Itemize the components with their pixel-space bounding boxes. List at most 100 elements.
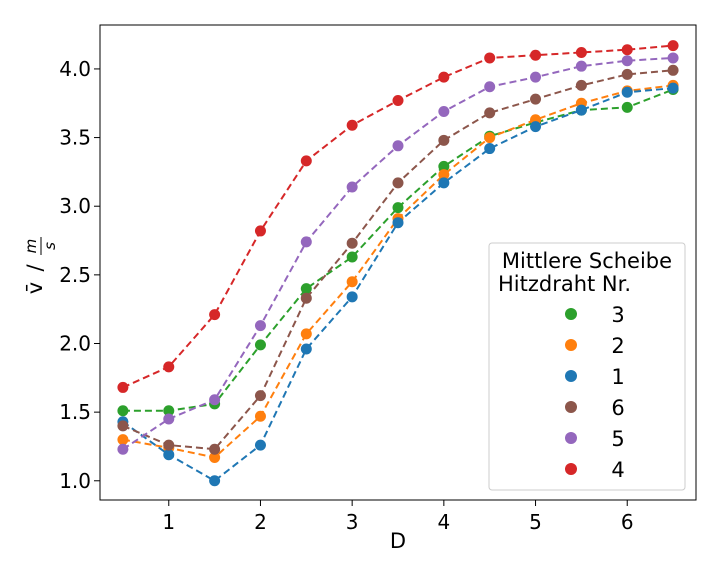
- y-tick-label: 2.5: [59, 263, 91, 287]
- data-point: [667, 40, 679, 52]
- data-point: [163, 361, 175, 373]
- y-tick-label: 2.0: [59, 331, 91, 355]
- y-axis-label: v̄ / m s: [22, 237, 59, 294]
- data-point: [392, 202, 404, 214]
- y-tick-label: 3.5: [59, 126, 91, 150]
- legend-entry: 4: [565, 458, 625, 482]
- legend-entry: 6: [565, 396, 625, 420]
- legend-entry: 5: [565, 427, 625, 451]
- data-point: [300, 292, 312, 304]
- data-point: [621, 101, 633, 113]
- x-tick-label: 4: [437, 510, 450, 534]
- data-point: [438, 71, 450, 83]
- legend-entry: 3: [565, 303, 625, 327]
- data-point: [209, 394, 221, 406]
- data-point: [575, 46, 587, 58]
- data-point: [163, 449, 175, 461]
- data-point: [484, 132, 496, 144]
- data-point: [484, 52, 496, 64]
- data-point: [484, 81, 496, 93]
- data-point: [117, 381, 129, 393]
- legend-title-line1: Mittlere Scheibe: [502, 249, 672, 273]
- data-point: [300, 283, 312, 295]
- legend-label: 2: [611, 334, 624, 358]
- data-point: [484, 143, 496, 155]
- legend-label: 4: [611, 458, 624, 482]
- legend-label: 6: [611, 396, 624, 420]
- data-point: [300, 328, 312, 340]
- y-tick-label: 4.0: [59, 57, 91, 81]
- data-point: [438, 169, 450, 181]
- data-point: [530, 71, 542, 83]
- legend-marker: [565, 401, 577, 413]
- data-point: [346, 181, 358, 193]
- data-point: [438, 105, 450, 117]
- legend-marker: [565, 463, 577, 475]
- data-point: [209, 475, 221, 487]
- legend-marker: [565, 370, 577, 382]
- legend-label: 5: [611, 427, 624, 451]
- legend-title-line2: Hitzdraht Nr.: [498, 272, 631, 296]
- y-tick-label: 3.0: [59, 194, 91, 218]
- data-point: [346, 119, 358, 131]
- data-point: [163, 413, 175, 425]
- data-point: [117, 434, 129, 446]
- legend-marker: [565, 339, 577, 351]
- data-point: [621, 86, 633, 98]
- data-point: [621, 55, 633, 67]
- data-point: [667, 82, 679, 94]
- data-point: [254, 390, 266, 402]
- data-point: [530, 121, 542, 133]
- legend-label: 3: [611, 303, 624, 327]
- y-tick-label: 1.5: [59, 400, 91, 424]
- data-point: [438, 177, 450, 189]
- data-point: [254, 339, 266, 351]
- data-point: [346, 276, 358, 288]
- data-point: [530, 49, 542, 61]
- data-point: [621, 44, 633, 56]
- y-axis-label-unit-numerator: m: [22, 239, 40, 254]
- data-point: [209, 443, 221, 455]
- data-point: [346, 251, 358, 263]
- data-point: [346, 237, 358, 249]
- data-point: [117, 405, 129, 417]
- y-axis-label-symbol: v̄: [23, 282, 47, 294]
- legend-marker: [565, 432, 577, 444]
- x-axis-label: D: [390, 529, 406, 553]
- data-point: [484, 107, 496, 119]
- y-axis: 1.0 1.5 2.0 2.5 3.0 3.5 4.0: [59, 57, 100, 493]
- legend-marker: [565, 308, 577, 320]
- x-tick-label: 3: [346, 510, 359, 534]
- data-point: [392, 95, 404, 107]
- data-point: [300, 155, 312, 167]
- legend-entry: 1: [565, 365, 625, 389]
- data-point: [163, 439, 175, 451]
- legend-box: [488, 242, 686, 491]
- x-tick-label: 1: [162, 510, 175, 534]
- x-tick-label: 2: [254, 510, 267, 534]
- data-point: [117, 443, 129, 455]
- data-point: [392, 217, 404, 229]
- data-point: [300, 343, 312, 355]
- data-point: [575, 60, 587, 72]
- legend: Mittlere Scheibe Hitzdraht Nr. 3 2 1 6 5 4: [488, 242, 686, 491]
- data-point: [392, 177, 404, 189]
- data-point: [530, 93, 542, 105]
- series-6: [117, 64, 679, 455]
- data-point: [254, 225, 266, 237]
- data-point: [209, 451, 221, 463]
- data-point: [254, 439, 266, 451]
- x-axis: 1 2 3 4 5 6: [162, 500, 634, 534]
- data-point: [254, 410, 266, 422]
- data-point: [254, 320, 266, 332]
- data-point: [392, 140, 404, 152]
- data-point: [209, 309, 221, 321]
- data-point: [575, 79, 587, 91]
- series-layer: [117, 40, 679, 487]
- data-point: [667, 64, 679, 76]
- data-point: [575, 104, 587, 116]
- data-point: [117, 420, 129, 432]
- data-point: [346, 291, 358, 303]
- data-point: [163, 405, 175, 417]
